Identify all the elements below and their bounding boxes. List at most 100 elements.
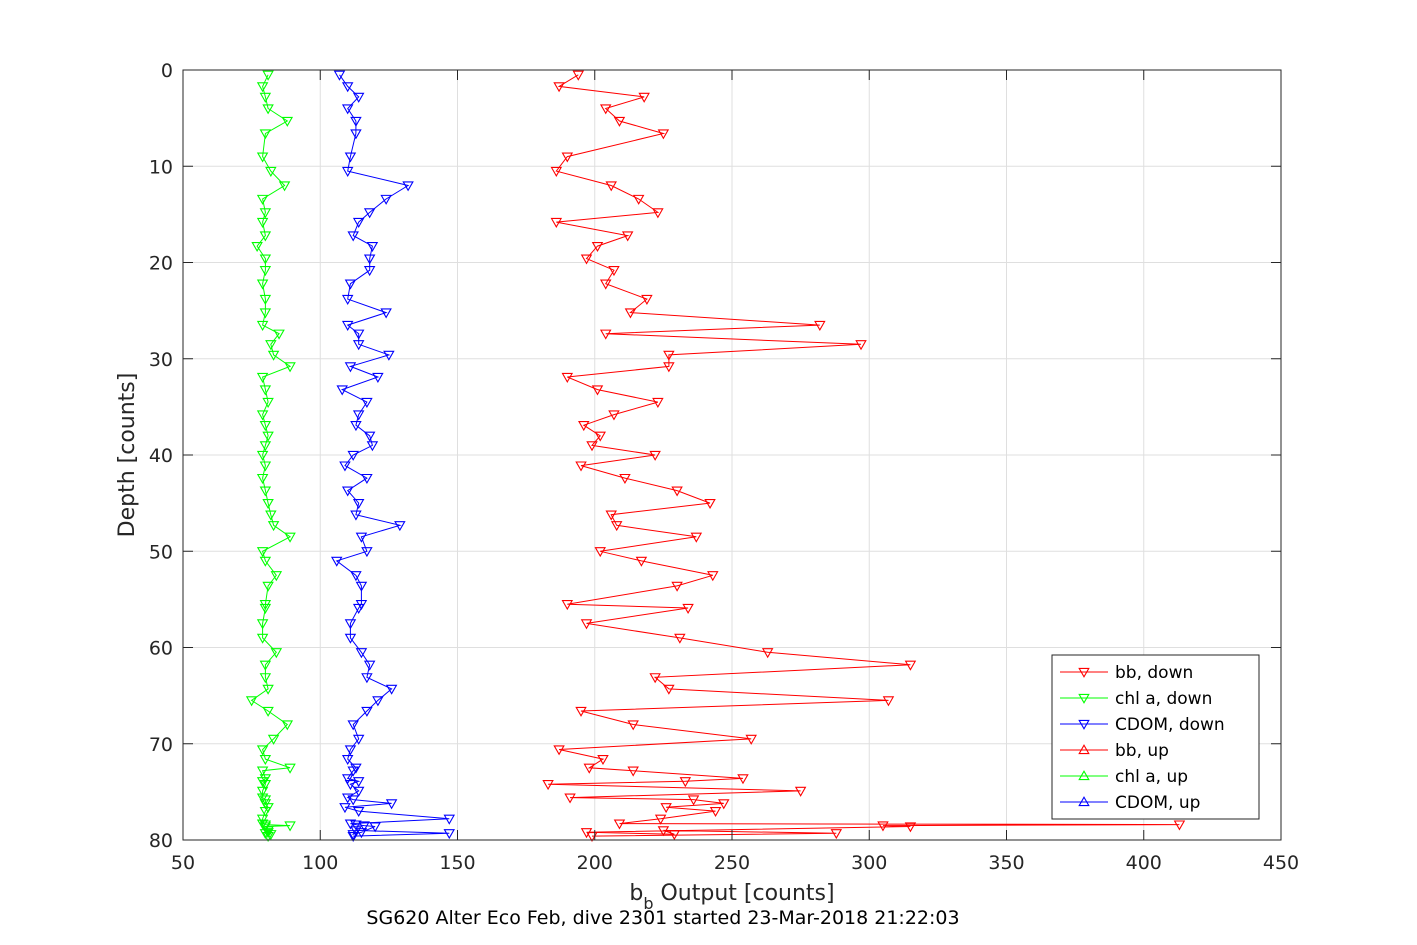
data-point-marker (267, 350, 280, 361)
y-tick-label: 40 (149, 445, 173, 467)
data-point-marker (262, 397, 274, 408)
data-point-marker (619, 473, 631, 485)
data-point-marker (259, 603, 272, 614)
data-point-marker (613, 819, 626, 830)
data-point-marker (256, 819, 269, 830)
series-bb-down (542, 70, 1186, 843)
data-point-marker (443, 814, 456, 825)
data-point-marker (259, 441, 272, 452)
data-point-marker (341, 166, 354, 177)
data-point-marker (352, 329, 365, 340)
data-point-marker (679, 777, 692, 788)
data-point-marker (682, 603, 694, 614)
x-tick-label: 200 (577, 852, 613, 874)
legend-marker (1078, 693, 1090, 704)
data-point-marker (578, 421, 590, 432)
y-tick-label: 80 (149, 830, 173, 852)
data-point-marker (352, 786, 365, 797)
data-point-marker (663, 350, 675, 361)
data-point-marker (361, 706, 373, 717)
data-point-marker (597, 755, 609, 766)
data-point-marker (704, 498, 716, 510)
data-point-marker (256, 619, 269, 630)
data-point-marker (259, 556, 272, 567)
data-point-marker (259, 421, 272, 432)
y-tick-label: 70 (149, 734, 173, 756)
data-point-marker (363, 208, 376, 219)
series-layer (245, 70, 1186, 843)
data-point-marker (668, 830, 681, 841)
data-point-marker (259, 486, 272, 497)
legend-box (1051, 654, 1260, 820)
data-point-marker (259, 266, 272, 277)
data-point-marker (259, 308, 272, 319)
data-point-marker (608, 266, 620, 277)
data-point-marker (709, 806, 722, 818)
data-point-marker (344, 745, 357, 756)
data-point-marker (745, 734, 757, 745)
data-point-marker (718, 799, 730, 810)
data-point-marker (627, 720, 639, 731)
data-point-marker (594, 431, 606, 442)
legend-entry-label: bb, down (1115, 663, 1193, 683)
data-point-marker (761, 648, 774, 659)
data-point-marker (361, 473, 373, 485)
data-point-marker (599, 279, 612, 290)
data-point-marker (361, 673, 373, 684)
dive-caption: SG620 Alter Eco Feb, dive 2301 started 2… (366, 907, 959, 929)
data-point-marker (352, 92, 365, 103)
data-point-marker (380, 308, 392, 319)
data-point-marker (350, 116, 362, 127)
data-point-marker (649, 673, 661, 684)
data-point-marker (341, 486, 354, 497)
legend-marker (1078, 667, 1090, 678)
y-tick-label: 0 (161, 60, 173, 82)
data-point-marker (256, 279, 269, 290)
data-point-marker (652, 208, 664, 219)
data-point-marker (632, 194, 645, 205)
data-point-marker (259, 208, 272, 219)
data-point-marker (385, 684, 398, 695)
data-point-marker (671, 486, 683, 497)
data-point-marker (550, 217, 563, 228)
data-point-marker (737, 774, 749, 785)
legend-marker (1078, 770, 1090, 781)
data-point-marker (341, 755, 354, 766)
data-point-marker (270, 571, 283, 582)
x-tick-label: 100 (302, 852, 338, 874)
legend-marker (1078, 796, 1090, 807)
data-point-marker (341, 320, 354, 331)
x-tick-label: 400 (1126, 852, 1162, 874)
x-axis-label-rest: Output [counts] (654, 881, 835, 906)
y-tick-label: 20 (149, 253, 173, 275)
legend-entry-label: CDOM, down (1115, 715, 1225, 735)
data-point-marker (284, 821, 296, 832)
data-point-marker (855, 340, 867, 351)
data-point-marker (259, 385, 272, 396)
data-point-marker (402, 181, 414, 192)
data-point-marker (347, 832, 359, 843)
data-point-marker (663, 362, 675, 373)
data-point-marker (262, 70, 274, 81)
data-point-marker (339, 461, 351, 472)
data-point-marker (259, 780, 272, 791)
data-point-marker (361, 547, 373, 558)
data-point-marker (635, 556, 648, 567)
data-point-marker (259, 660, 272, 671)
data-point-marker (361, 397, 373, 408)
x-tick-label: 250 (714, 852, 750, 874)
data-point-marker (580, 254, 593, 265)
data-point-marker (336, 385, 348, 396)
data-point-marker (262, 706, 274, 717)
data-point-marker (564, 793, 576, 804)
y-tick-label: 60 (149, 638, 173, 660)
data-point-marker (355, 581, 368, 592)
data-point-marker (657, 129, 670, 140)
data-point-marker (341, 774, 354, 785)
data-point-marker (270, 648, 283, 659)
data-point-marker (347, 450, 359, 461)
y-axis-label: Depth [counts] (115, 373, 140, 538)
data-point-marker (553, 82, 565, 93)
data-point-marker (355, 828, 368, 839)
